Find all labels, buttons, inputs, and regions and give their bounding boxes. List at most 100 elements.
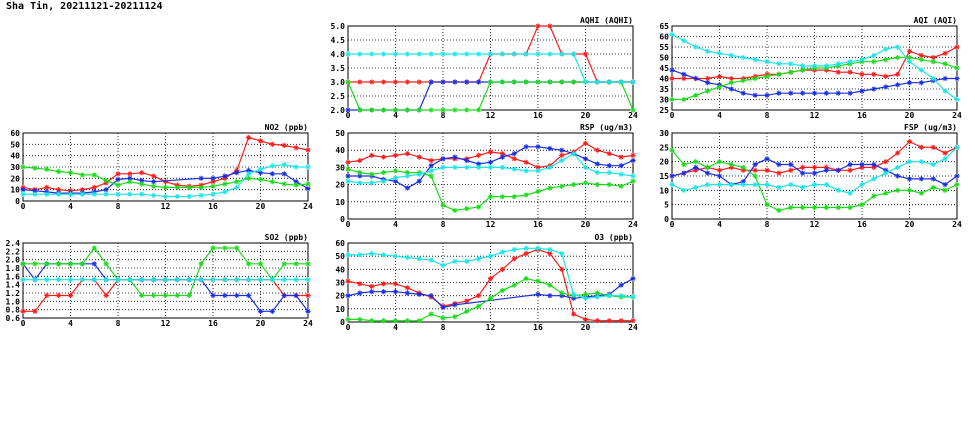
aqhi-data-point xyxy=(571,51,577,57)
so2-series-cyan xyxy=(20,277,311,283)
fsp-data-point xyxy=(930,184,936,191)
fsp-data-point xyxy=(930,161,936,168)
aqi-data-point xyxy=(871,71,877,77)
aqhi-y-tick-label: 2.0 xyxy=(331,106,346,115)
o3-data-point xyxy=(345,316,351,322)
no2-data-point xyxy=(139,191,145,197)
rsp-x-tick-label: 24 xyxy=(628,220,638,229)
aqhi-data-point xyxy=(547,51,553,57)
o3-chart-title: O3 (ppb) xyxy=(594,233,633,242)
o3-data-point xyxy=(392,289,399,295)
so2-data-point xyxy=(139,277,145,283)
fsp-data-point xyxy=(669,173,675,179)
fsp-data-point xyxy=(942,187,948,193)
aqi-data-point xyxy=(716,84,723,90)
rsp-data-point xyxy=(369,171,375,177)
aqhi-data-point xyxy=(535,79,541,85)
aqi-y-tick-label: 60 xyxy=(659,33,669,42)
no2-chart-title: NO2 (ppb) xyxy=(265,123,308,132)
rsp-data-point xyxy=(440,202,446,208)
fsp-x-tick-label: 16 xyxy=(857,220,867,229)
o3-data-point xyxy=(571,311,577,317)
rsp-data-point xyxy=(630,178,636,184)
aqi-data-point xyxy=(788,61,794,67)
aqhi-data-point xyxy=(440,107,446,113)
so2-data-point xyxy=(67,277,74,283)
o3-data-point xyxy=(571,291,577,297)
no2-data-point xyxy=(234,170,240,176)
fsp-data-point xyxy=(752,167,758,173)
aqhi-data-point xyxy=(428,107,434,113)
o3-data-point xyxy=(404,290,410,296)
aqi-data-point xyxy=(930,75,936,82)
aqhi-x-tick-label: 0 xyxy=(346,111,351,120)
so2-data-point xyxy=(79,277,85,283)
no2-x-tick-label: 4 xyxy=(68,202,73,211)
so2-x-tick-label: 12 xyxy=(161,319,171,328)
rsp-data-point xyxy=(345,166,351,172)
o3-data-point xyxy=(630,318,636,324)
so2-data-point xyxy=(44,292,50,299)
so2-data-point xyxy=(198,261,204,267)
no2-data-point xyxy=(293,145,299,151)
rsp-data-point xyxy=(452,207,458,213)
so2-data-point xyxy=(281,292,287,299)
o3-data-point xyxy=(369,250,375,257)
aqhi-data-point xyxy=(428,51,434,57)
aqi-data-point xyxy=(942,61,948,67)
fsp-series-cyan xyxy=(669,144,960,196)
aqi-data-point xyxy=(681,38,687,44)
rsp-data-point xyxy=(559,147,565,153)
aqi-y-tick-label: 65 xyxy=(659,22,669,31)
aqhi-y-tick-label: 4.0 xyxy=(331,50,346,59)
aqhi-data-point xyxy=(618,79,624,85)
so2-data-point xyxy=(44,261,50,267)
aqi-data-point xyxy=(954,44,960,50)
fsp-data-point xyxy=(800,204,806,211)
fsp-data-point xyxy=(895,150,901,156)
aqi-data-point xyxy=(823,90,829,96)
o3-data-point xyxy=(582,316,589,322)
rsp-data-point xyxy=(464,164,470,170)
no2-y-tick-label: 0 xyxy=(15,197,20,206)
o3-y-tick-label: 60 xyxy=(335,239,345,248)
rsp-data-point xyxy=(357,169,363,176)
aqi-data-point xyxy=(918,67,924,73)
fsp-data-point xyxy=(811,182,818,188)
fsp-data-point xyxy=(752,161,758,168)
rsp-data-point xyxy=(594,161,600,167)
rsp-data-point xyxy=(606,169,612,176)
fsp-y-tick-label: 5 xyxy=(664,201,669,210)
rsp-data-point xyxy=(547,164,553,170)
rsp-data-point xyxy=(499,164,505,170)
fsp-data-point xyxy=(764,167,770,173)
fsp-data-point xyxy=(776,170,782,176)
no2-data-point xyxy=(91,191,97,197)
o3-data-point xyxy=(618,282,624,288)
aqi-data-point xyxy=(693,44,699,50)
no2-data-point xyxy=(174,193,180,200)
aqi-data-point xyxy=(705,80,711,86)
so2-data-point xyxy=(293,277,299,283)
aqhi-data-point xyxy=(594,79,600,85)
no2-data-point xyxy=(103,187,109,193)
aqhi-data-point xyxy=(392,107,399,113)
aqhi-data-point xyxy=(535,23,541,29)
o3-data-point xyxy=(499,249,505,255)
so2-data-point xyxy=(305,277,311,283)
so2-data-point xyxy=(222,245,228,251)
rsp-data-point xyxy=(571,151,577,157)
rsp-data-point xyxy=(606,151,612,157)
no2-data-point xyxy=(186,184,192,190)
no2-y-tick-label: 20 xyxy=(10,174,20,183)
no2-data-point xyxy=(151,179,157,185)
rsp-data-point xyxy=(428,157,434,164)
fsp-data-point xyxy=(681,170,687,176)
aqi-data-point xyxy=(716,73,723,79)
so2-data-point xyxy=(222,277,228,283)
aqi-x-tick-label: 20 xyxy=(905,111,915,120)
rsp-data-point xyxy=(559,157,565,164)
o3-data-point xyxy=(392,318,399,324)
aqhi-data-point xyxy=(571,79,577,85)
so2-data-point xyxy=(32,261,38,267)
